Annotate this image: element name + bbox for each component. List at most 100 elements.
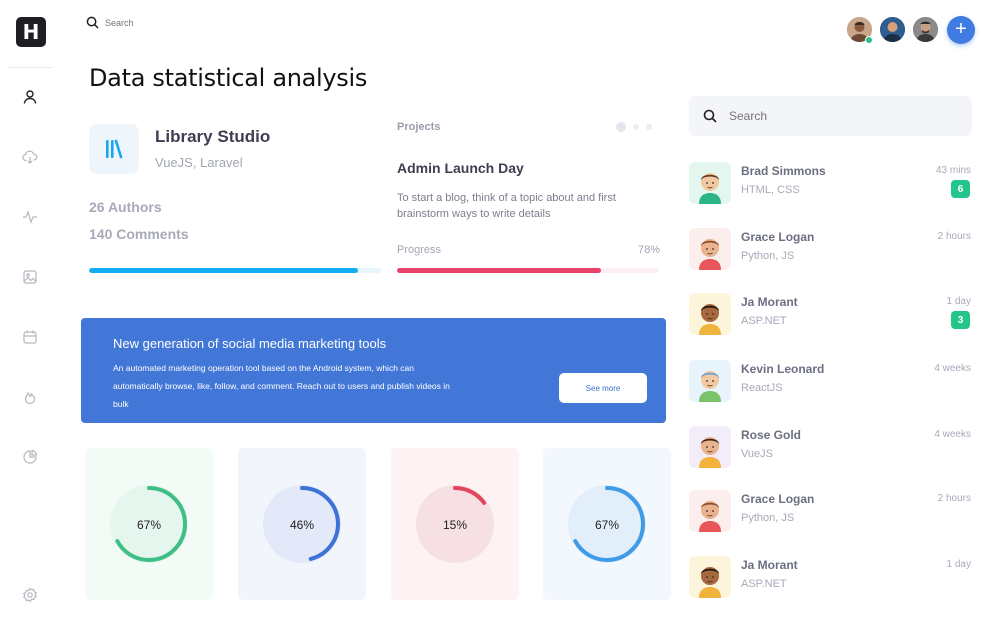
user-list-item[interactable]: Brad Simmons HTML, CSS 43 mins 6 [689, 161, 972, 207]
user-skills: VueJS [741, 448, 774, 460]
user-skills: Python, JS [741, 250, 795, 262]
library-icon [89, 124, 139, 174]
progress-value: 78% [637, 244, 660, 256]
carousel-dot[interactable] [633, 124, 639, 130]
user-skills: ASP.NET [741, 315, 787, 327]
see-more-button[interactable]: See more [559, 373, 647, 403]
progress-ring-track [263, 485, 341, 563]
stat-card: 46% [238, 448, 366, 600]
user-list-item[interactable]: Rose Gold VueJS 4 weeks [689, 425, 972, 471]
project-progress-bar [397, 268, 659, 273]
progress-ring [263, 485, 341, 563]
add-member-button[interactable]: + [947, 15, 975, 44]
user-avatar [689, 360, 731, 402]
avatar[interactable] [911, 15, 940, 44]
progress-ring-arc [569, 486, 645, 562]
authors-count: 26 Authors [89, 199, 162, 215]
sidebar-divider [8, 67, 52, 68]
calendar-icon[interactable] [20, 327, 40, 347]
stat-value: 67% [136, 518, 162, 532]
online-status-dot [865, 36, 873, 44]
image-icon[interactable] [20, 267, 40, 287]
user-name[interactable]: Rose Gold [741, 428, 802, 442]
settings-icon[interactable] [20, 585, 40, 605]
carousel-dot-active[interactable] [616, 122, 626, 132]
top-search-input[interactable] [105, 17, 225, 28]
user-avatar [689, 162, 731, 204]
comments-count: 140 Comments [89, 226, 189, 242]
user-time: 43 mins [935, 165, 971, 176]
project-title: Admin Launch Day [397, 160, 524, 176]
stat-value: 15% [442, 518, 468, 532]
user-skills: ReactJS [741, 382, 783, 394]
app-logo[interactable]: H [16, 17, 46, 47]
progress-ring [110, 485, 188, 563]
project-progress-fill [397, 268, 602, 273]
progress-ring [416, 485, 494, 563]
user-list-item[interactable]: Ja Morant ASP.NET 1 day [689, 555, 972, 601]
user-list-item[interactable]: Grace Logan Python, JS 2 hours [689, 489, 972, 535]
avatar[interactable] [878, 15, 907, 44]
user-time: 2 hours [937, 493, 971, 504]
user-time: 4 weeks [934, 363, 971, 374]
user-name[interactable]: Kevin Leonard [741, 362, 825, 376]
stat-value: 46% [289, 518, 315, 532]
user-avatar [689, 293, 731, 335]
banner-text: An automated marketing operation tool ba… [113, 363, 450, 409]
user-time: 1 day [946, 296, 971, 307]
promo-banner: New generation of social media marketing… [81, 318, 666, 423]
progress-ring-track [568, 485, 646, 563]
user-list-item[interactable]: Kevin Leonard ReactJS 4 weeks [689, 359, 972, 405]
activity-icon[interactable] [20, 207, 40, 227]
user-skills: HTML, CSS [741, 184, 800, 196]
progress-label: Progress [397, 244, 442, 256]
cloud-download-icon[interactable] [20, 147, 40, 167]
library-progress-fill [89, 268, 358, 273]
user-avatar [689, 556, 731, 598]
library-subtitle: VueJS, Laravel [155, 155, 243, 170]
plus-icon: + [955, 18, 967, 40]
library-progress-bar [89, 268, 381, 273]
stat-card: 67% [543, 448, 671, 600]
progress-ring [568, 485, 646, 563]
progress-ring-track [110, 485, 188, 563]
library-title: Library Studio [155, 127, 271, 146]
page-title: Data statistical analysis [89, 64, 368, 92]
user-list-item[interactable]: Ja Morant ASP.NET 1 day 3 [689, 292, 972, 338]
stat-card: 67% [85, 448, 213, 600]
stat-card: 15% [391, 448, 519, 600]
pie-chart-icon[interactable] [20, 447, 40, 467]
fire-icon[interactable] [20, 387, 40, 407]
user-search [689, 96, 972, 136]
notification-badge: 3 [951, 311, 970, 329]
user-name[interactable]: Ja Morant [741, 558, 798, 572]
carousel-dots [616, 122, 652, 132]
stat-value: 67% [594, 518, 620, 532]
user-list-item[interactable]: Grace Logan Python, JS 2 hours [689, 227, 972, 273]
team-avatars: + [845, 15, 975, 44]
sidebar: H [0, 0, 60, 625]
user-skills: Python, JS [741, 512, 795, 524]
search-icon [86, 16, 99, 29]
user-icon[interactable] [20, 87, 40, 107]
user-avatar [689, 228, 731, 270]
user-avatar [689, 426, 731, 468]
carousel-dot[interactable] [646, 124, 652, 130]
notification-badge: 6 [951, 180, 970, 198]
project-description: To start a blog, think of a topic about … [397, 192, 616, 220]
user-name[interactable]: Brad Simmons [741, 164, 826, 178]
top-search [86, 16, 225, 29]
user-time: 1 day [946, 559, 971, 570]
user-name[interactable]: Grace Logan [741, 492, 815, 506]
user-search-input[interactable] [729, 109, 929, 123]
projects-label: Projects [397, 121, 441, 133]
progress-ring-track [416, 485, 494, 563]
user-avatar [689, 490, 731, 532]
user-name[interactable]: Ja Morant [741, 295, 798, 309]
user-name[interactable]: Grace Logan [741, 230, 815, 244]
progress-ring-arc [417, 486, 493, 562]
banner-title: New generation of social media marketing… [113, 336, 387, 351]
progress-ring-arc [111, 486, 187, 562]
user-time: 2 hours [937, 231, 971, 242]
user-time: 4 weeks [934, 429, 971, 440]
